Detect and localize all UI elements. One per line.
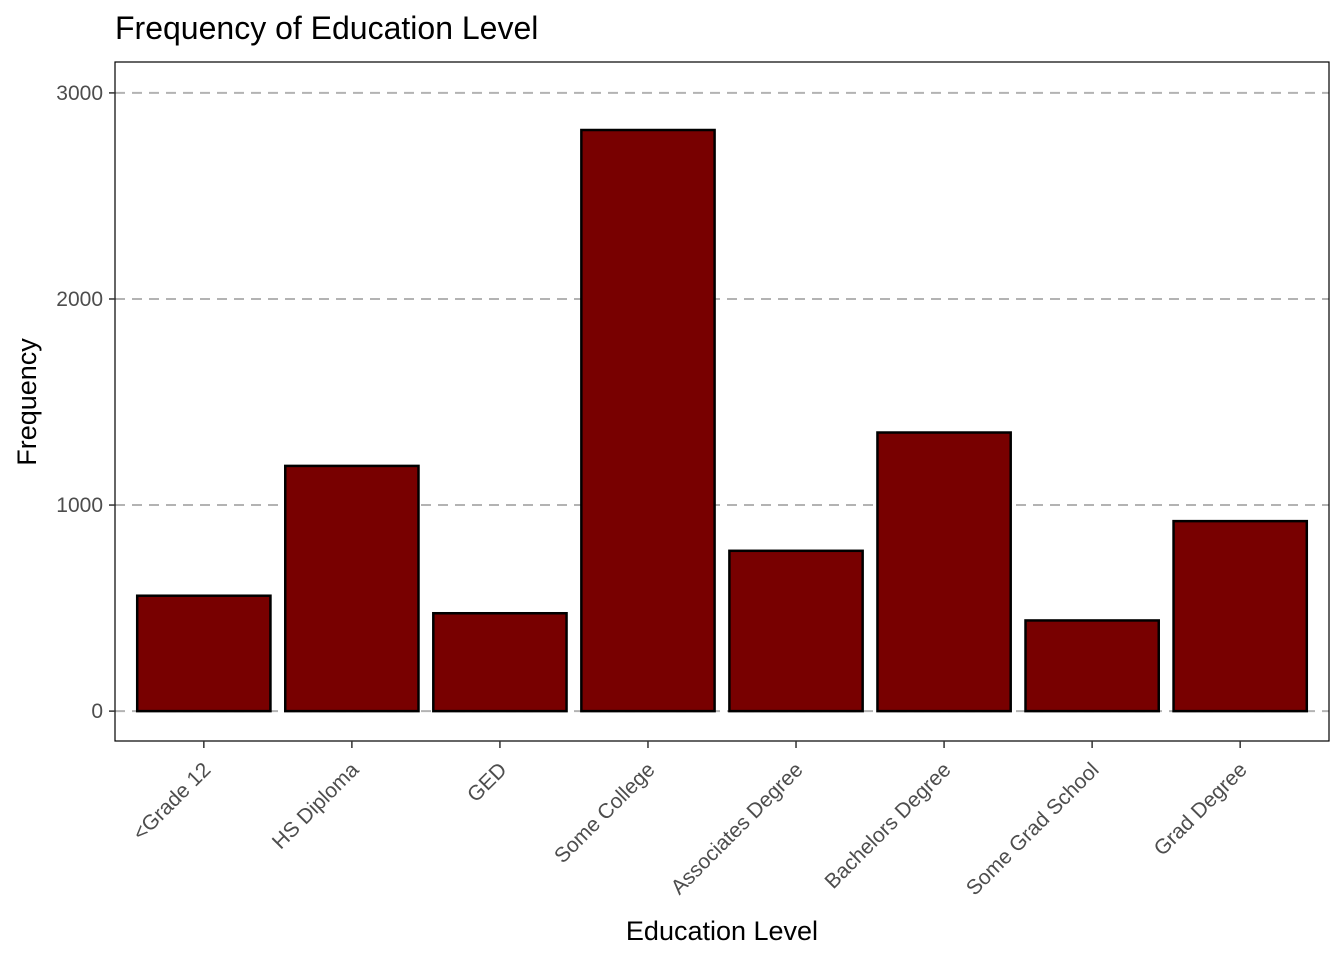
panel-border — [114, 61, 1330, 742]
chart-title: Frequency of Education Level — [115, 10, 538, 46]
bar — [580, 128, 716, 713]
bars-layer — [135, 128, 1309, 713]
y-axis: 0 1000 2000 3000 — [56, 82, 115, 723]
bar — [876, 431, 1012, 713]
bar — [432, 611, 568, 713]
y-tick-label: 2000 — [56, 288, 103, 311]
x-axis-label: Education Level — [626, 916, 818, 946]
y-axis-label: Frequency — [12, 338, 42, 466]
bar — [284, 464, 420, 713]
bar — [1172, 519, 1309, 713]
bar — [135, 594, 272, 713]
y-tick-label: 1000 — [56, 494, 103, 517]
bar — [1024, 619, 1160, 713]
bar — [728, 549, 864, 713]
y-tick-label: 3000 — [56, 82, 103, 105]
y-tick-label: 0 — [91, 700, 103, 723]
